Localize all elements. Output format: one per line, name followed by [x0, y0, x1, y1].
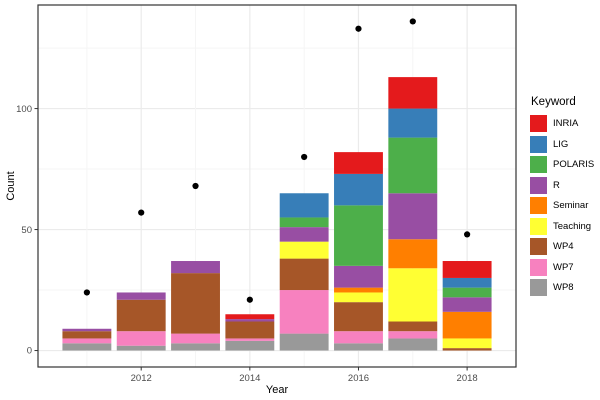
bar-segment-2016-WP7 [334, 331, 383, 344]
legend-label: WP7 [553, 261, 574, 273]
bar-segment-2017-Seminar [388, 239, 438, 269]
legend-label: POLARIS [553, 159, 595, 170]
bar-segment-2012-R [116, 292, 166, 300]
bar-segment-2011-WP7 [62, 338, 112, 344]
bar-segment-2018-LIG [442, 277, 492, 288]
legend-label: Seminar [553, 200, 589, 211]
bar-segment-2017-Teaching [388, 268, 438, 322]
bar-segment-2017-POLARIS [388, 137, 438, 194]
bar-segment-2011-WP8 [62, 343, 112, 351]
bar-segment-2016-R [334, 265, 383, 288]
bar-segment-2018-Seminar [442, 311, 492, 339]
total-point-2015 [301, 153, 308, 161]
bar-segment-2016-LIG [334, 173, 383, 206]
total-point-2017 [409, 18, 416, 25]
legend-item-POLARIS: POLARIS [530, 156, 594, 173]
bar-segment-2016-WP8 [334, 343, 383, 351]
legend-swatch-WP7 [530, 258, 547, 276]
bar-segment-2015-WP7 [279, 290, 329, 334]
total-point-2011 [83, 289, 90, 296]
legend-item-Seminar: Seminar [530, 197, 594, 214]
x-tick-label-2016: 2016 [348, 373, 369, 384]
legend-item-LIG: LIG [530, 135, 594, 153]
legend-item-Teaching: Teaching [530, 217, 594, 235]
legend-label: WP8 [553, 282, 574, 293]
bar-segment-2017-R [388, 193, 438, 240]
bar-segment-2016-WP4 [334, 302, 383, 332]
bar-segment-2014-INRIA [225, 314, 275, 320]
legend-swatch-WP8 [530, 279, 547, 296]
bar-segment-2017-WP7 [388, 331, 438, 339]
bar-segment-2018-POLARIS [442, 287, 492, 298]
legend-item-WP4: WP4 [530, 238, 594, 255]
legend-item-WP7: WP7 [530, 258, 594, 276]
bar-segment-2018-R [442, 297, 492, 312]
bar-segment-2014-WP7 [225, 338, 275, 341]
bar-segment-2015-R [279, 227, 329, 242]
legend-swatch-POLARIS [530, 156, 547, 173]
bar-segment-2016-Teaching [334, 292, 383, 303]
bar-segment-2012-WP8 [116, 345, 166, 351]
bar-segment-2012-WP4 [116, 299, 166, 332]
y-tick-label-100: 100 [16, 104, 32, 115]
bar-segment-2014-R [225, 319, 275, 322]
legend-swatch-INRIA [530, 115, 547, 132]
bar-segment-2013-WP8 [171, 343, 220, 351]
bar-segment-2017-LIG [388, 108, 438, 138]
total-point-2013 [192, 182, 199, 190]
bar-segment-2016-INRIA [334, 152, 383, 174]
x-tick-label-2014: 2014 [239, 373, 260, 384]
legend-label: R [553, 179, 560, 191]
bar-segment-2014-WP8 [225, 340, 275, 351]
legend-label: Teaching [553, 220, 592, 232]
legend-title: Keyword [531, 96, 576, 108]
legend-label: LIG [553, 138, 569, 150]
bar-segment-2013-R [171, 261, 220, 274]
bar-segment-2017-INRIA [388, 77, 438, 109]
y-tick-label-0: 0 [27, 346, 32, 357]
bar-segment-2017-WP8 [388, 338, 438, 351]
bar-segment-2016-Seminar [334, 287, 383, 293]
legend-items: INRIA LIG POLARIS R Seminar Teaching WP4 WP7 WP8 [530, 115, 594, 296]
total-point-2016 [355, 25, 362, 32]
legend-swatch-LIG [530, 135, 547, 153]
legend-swatch-WP4 [530, 238, 547, 255]
bar-segment-2018-Teaching [442, 338, 492, 349]
bar-segment-2015-LIG [279, 193, 329, 218]
y-tick-label-50: 50 [21, 225, 32, 236]
bar-segment-2015-Teaching [279, 241, 329, 259]
bar-segment-2013-WP7 [171, 333, 220, 344]
x-tick-label-2018: 2018 [457, 373, 478, 384]
legend-item-INRIA: INRIA [530, 115, 594, 132]
legend-item-WP8: WP8 [530, 279, 594, 296]
bar-segment-2011-R [62, 328, 112, 332]
total-point-2012 [138, 209, 145, 216]
bar-segment-2015-WP8 [279, 333, 329, 351]
bar-segment-2015-WP4 [279, 258, 329, 291]
legend-swatch-Teaching [530, 217, 547, 235]
legend-label: INRIA [553, 118, 579, 129]
bar-segment-2011-WP4 [62, 331, 112, 339]
total-point-2018 [464, 231, 471, 238]
panel-border [37, 4, 517, 368]
bar-segment-2014-WP4 [225, 321, 275, 339]
bar-segment-2015-POLARIS [279, 217, 329, 228]
legend-label: WP4 [553, 241, 574, 252]
legend-item-R: R [530, 176, 594, 194]
bar-segment-2018-WP4 [442, 348, 492, 351]
bar-segment-2017-WP4 [388, 321, 438, 332]
x-axis-title: Year [265, 384, 289, 396]
total-point-2014 [246, 296, 253, 303]
y-axis-title: Count [5, 171, 17, 201]
legend-swatch-Seminar [530, 197, 547, 214]
legend-swatch-R [530, 176, 547, 194]
bar-segment-2012-WP7 [116, 331, 166, 346]
x-tick-label-2012: 2012 [131, 373, 152, 384]
bar-segment-2013-WP4 [171, 273, 220, 334]
legend: Keyword INRIA LIG POLARIS R Seminar Teaching W… [530, 96, 594, 300]
bar-segment-2016-POLARIS [334, 205, 383, 266]
bar-segment-2018-INRIA [442, 261, 492, 278]
